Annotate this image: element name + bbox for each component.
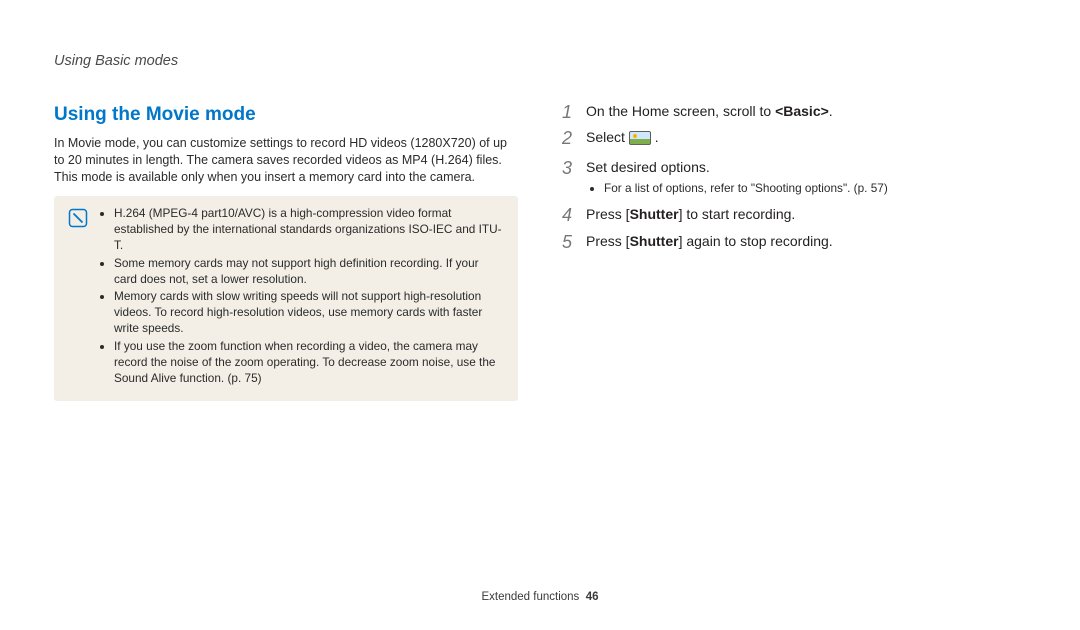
note-item: Some memory cards may not support high d… (114, 256, 504, 288)
step-1: On the Home screen, scroll to <Basic>. (562, 102, 1026, 121)
note-item: H.264 (MPEG-4 part10/AVC) is a high-comp… (114, 206, 504, 254)
step-4: Press [Shutter] to start recording. (562, 205, 1026, 224)
right-column: On the Home screen, scroll to <Basic>. S… (562, 102, 1026, 401)
step-text: ] again to stop recording. (679, 233, 833, 249)
page: Using Basic modes Using the Movie mode I… (0, 0, 1080, 630)
page-footer: Extended functions 46 (0, 590, 1080, 606)
step-sub-item: For a list of options, refer to "Shootin… (604, 181, 1026, 197)
step-text: Set desired options. (586, 159, 710, 175)
footer-page-number: 46 (586, 591, 599, 603)
mode-basic-icon (629, 131, 651, 150)
note-item: Memory cards with slow writing speeds wi… (114, 289, 504, 337)
step-text: . (829, 103, 833, 119)
note-item: If you use the zoom function when record… (114, 339, 504, 387)
footer-label: Extended functions (481, 591, 579, 603)
step-text: Press [ (586, 233, 630, 249)
step-text: On the Home screen, scroll to (586, 103, 775, 119)
step-2: Select . (562, 128, 1026, 150)
note-list: H.264 (MPEG-4 part10/AVC) is a high-comp… (100, 206, 504, 389)
step-3: Set desired options. For a list of optio… (562, 158, 1026, 197)
section-title: Using the Movie mode (54, 102, 518, 128)
step-5: Press [Shutter] again to stop recording. (562, 232, 1026, 251)
content-columns: Using the Movie mode In Movie mode, you … (54, 102, 1026, 401)
left-column: Using the Movie mode In Movie mode, you … (54, 102, 518, 401)
note-box: H.264 (MPEG-4 part10/AVC) is a high-comp… (54, 196, 518, 401)
intro-text: In Movie mode, you can customize setting… (54, 135, 518, 186)
steps-list: On the Home screen, scroll to <Basic>. S… (562, 102, 1026, 251)
step-bold: <Basic> (775, 103, 829, 119)
step-text: Press [ (586, 206, 630, 222)
step-bold: Shutter (630, 233, 679, 249)
step-text: Select (586, 129, 629, 145)
step-text: ] to start recording. (679, 206, 796, 222)
step-sub-list: For a list of options, refer to "Shootin… (586, 181, 1026, 197)
step-bold: Shutter (630, 206, 679, 222)
running-head: Using Basic modes (54, 52, 1026, 72)
step-text: . (651, 129, 659, 145)
note-icon (68, 208, 88, 233)
